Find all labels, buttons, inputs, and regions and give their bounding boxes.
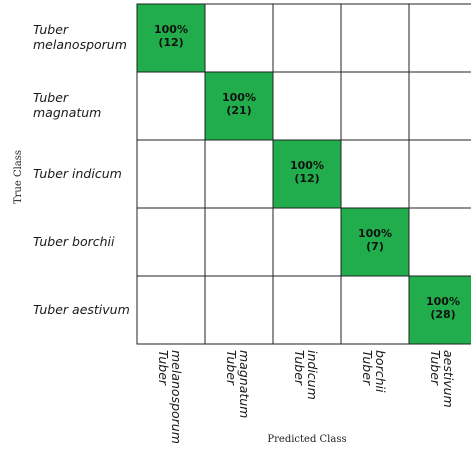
row-label: Tuber indicum: [33, 166, 122, 181]
column-label: borchii: [373, 350, 388, 393]
matrix-cell-0-1: [204, 3, 274, 73]
matrix-cell-3-4: [408, 207, 471, 277]
row-label: magnatum: [33, 105, 101, 120]
row-label: Tuber borchii: [33, 234, 115, 249]
matrix-cell-1-2: [272, 71, 342, 141]
matrix-cell-2-1: [204, 139, 274, 209]
matrix-cell-1-0: [136, 71, 206, 141]
column-label: Tuber: [360, 350, 375, 386]
cell-percent-label: 100%: [358, 227, 392, 240]
column-label: Tuber: [428, 350, 443, 386]
matrix-cell-4-2: [272, 275, 342, 345]
matrix-cell-2-2: [272, 139, 342, 209]
matrix-cell-3-0: [136, 207, 206, 277]
column-label: indicum: [305, 350, 320, 400]
x-axis-title: Predicted Class: [267, 434, 346, 445]
matrix-cell-1-3: [340, 71, 410, 141]
matrix-cells: 100%(12)100%(21)100%(12)100%(7)100%(28): [136, 3, 471, 345]
column-label: magnatum: [237, 350, 252, 418]
matrix-cell-4-0: [136, 275, 206, 345]
matrix-cell-1-1: [204, 71, 274, 141]
matrix-cell-3-1: [204, 207, 274, 277]
row-label: Tuber aestivum: [33, 302, 130, 317]
matrix-cell-0-0: [136, 3, 206, 73]
matrix-cell-4-3: [340, 275, 410, 345]
cell-percent-label: 100%: [426, 295, 460, 308]
matrix-cell-0-4: [408, 3, 471, 73]
cell-percent-label: 100%: [222, 91, 256, 104]
column-label: Tuber: [292, 350, 307, 386]
cell-percent-label: 100%: [290, 159, 324, 172]
matrix-cell-2-3: [340, 139, 410, 209]
cell-count-label: (7): [366, 240, 384, 253]
cell-count-label: (12): [158, 36, 183, 49]
matrix-cell-2-4: [408, 139, 471, 209]
matrix-cell-1-4: [408, 71, 471, 141]
column-label: aestivum: [441, 350, 456, 408]
matrix-cell-4-4: [408, 275, 471, 345]
matrix-cell-0-2: [272, 3, 342, 73]
row-label: melanosporum: [33, 37, 127, 52]
matrix-cell-0-3: [340, 3, 410, 73]
matrix-cell-3-3: [340, 207, 410, 277]
column-label: Tuber: [156, 350, 171, 386]
column-label: melanosporum: [169, 350, 184, 444]
cell-count-label: (12): [294, 172, 319, 185]
matrix-cell-3-2: [272, 207, 342, 277]
row-label: Tuber: [33, 90, 69, 105]
row-label: Tuber: [33, 22, 69, 37]
cell-count-label: (21): [226, 104, 251, 117]
y-axis-title: True Class: [13, 150, 24, 204]
cell-count-label: (28): [430, 308, 455, 321]
matrix-cell-2-0: [136, 139, 206, 209]
matrix-cell-4-1: [204, 275, 274, 345]
column-label: Tuber: [224, 350, 239, 386]
cell-percent-label: 100%: [154, 23, 188, 36]
